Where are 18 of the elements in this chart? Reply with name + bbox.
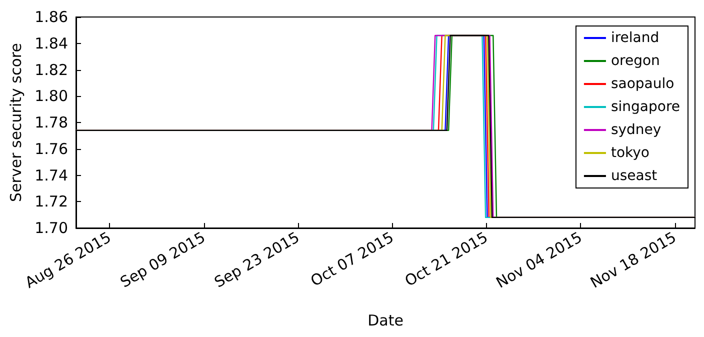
- legend-label: oregon: [610, 53, 660, 69]
- y-axis-title: Server security score: [7, 43, 26, 202]
- y-tick-label: 1.70: [34, 219, 68, 237]
- y-tick-label: 1.84: [34, 34, 68, 52]
- y-tick-label: 1.78: [34, 114, 68, 132]
- x-axis-title: Date: [368, 312, 404, 330]
- y-tick-label: 1.74: [34, 166, 68, 184]
- y-tick-label: 1.72: [34, 192, 68, 211]
- legend-label: sydney: [610, 122, 662, 138]
- legend-label: tokyo: [610, 145, 650, 161]
- legend-label: singapore: [610, 99, 680, 115]
- legend-label: saopaulo: [610, 76, 674, 92]
- y-tick-label: 1.80: [34, 87, 68, 106]
- y-tick-label: 1.82: [34, 60, 68, 79]
- y-tick-label: 1.86: [34, 8, 68, 26]
- legend-label: ireland: [610, 30, 660, 46]
- y-tick-label: 1.76: [34, 140, 68, 158]
- legend-label: useast: [610, 168, 658, 184]
